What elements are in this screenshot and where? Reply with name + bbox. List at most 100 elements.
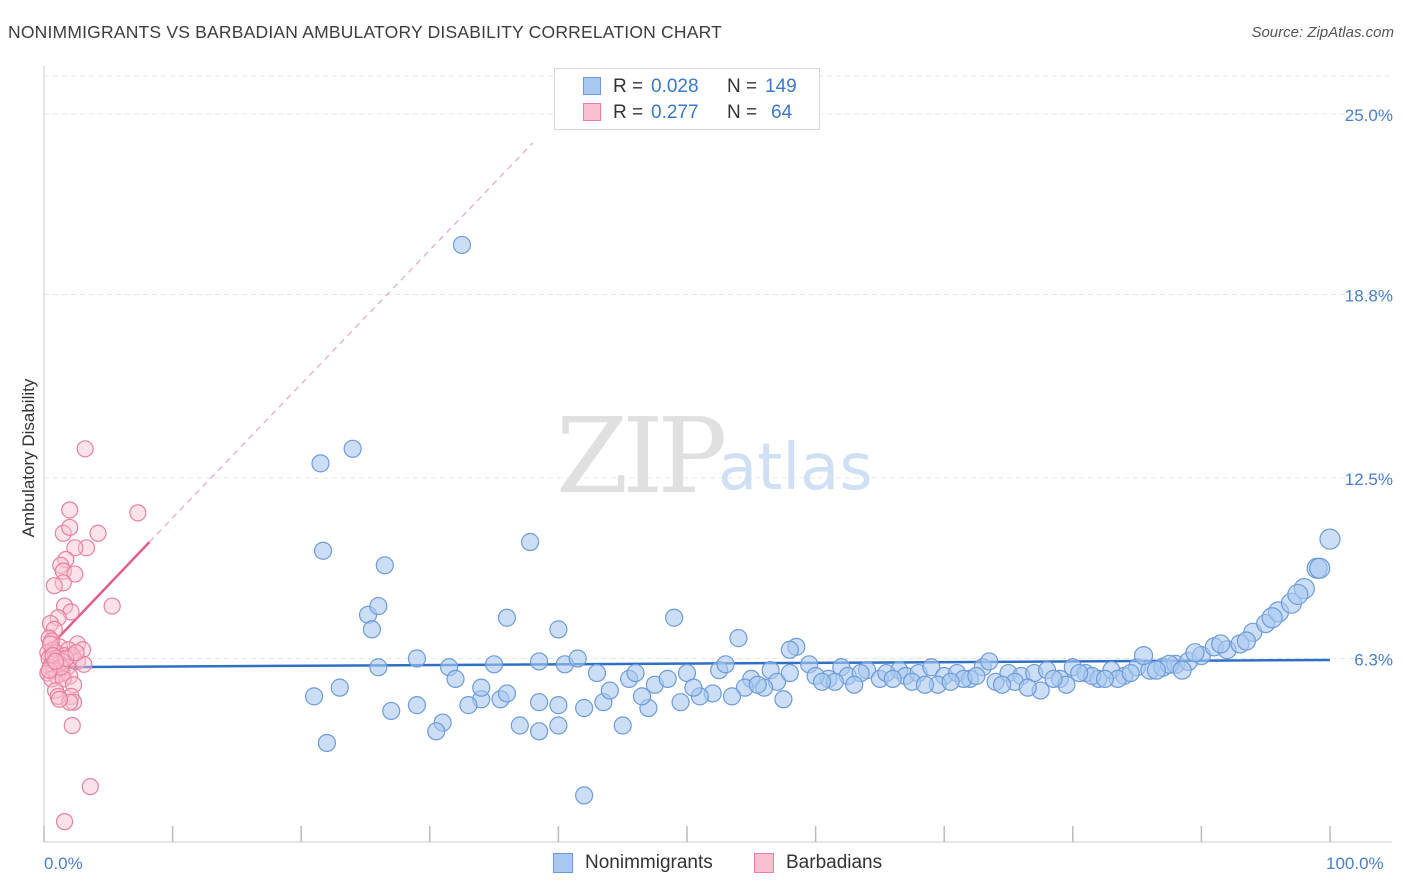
data-point-nonimmigrants — [369, 596, 388, 616]
data-point-nonimmigrants — [684, 678, 703, 697]
data-point-nonimmigrants — [530, 693, 549, 712]
data-point-nonimmigrants — [722, 687, 742, 706]
data-point-barbadians — [45, 577, 63, 595]
data-point-nonimmigrants — [1070, 663, 1089, 683]
data-point-nonimmigrants — [1319, 528, 1341, 550]
data-point-barbadians — [61, 518, 79, 537]
data-point-nonimmigrants — [407, 696, 427, 715]
chart-title: NONIMMIGRANTS VS BARBADIAN AMBULATORY DI… — [8, 22, 722, 42]
data-point-nonimmigrants — [343, 439, 362, 458]
data-point-barbadians — [61, 501, 79, 519]
data-point-nonimmigrants — [549, 716, 568, 735]
data-point-nonimmigrants — [658, 669, 677, 688]
data-point-barbadians — [55, 813, 74, 831]
legend-r-label: R = — [613, 76, 644, 97]
source-label: Source: ZipAtlas.com — [1251, 24, 1394, 41]
data-point-nonimmigrants — [485, 655, 504, 674]
data-point-barbadians — [63, 716, 81, 735]
data-point-nonimmigrants — [915, 675, 935, 694]
data-point-nonimmigrants — [510, 716, 529, 735]
legend-swatch-blue — [583, 77, 601, 95]
data-point-nonimmigrants — [446, 669, 465, 688]
data-point-nonimmigrants — [780, 663, 799, 683]
data-point-nonimmigrants — [1287, 583, 1309, 606]
y-tick-label: 12.5% — [1345, 470, 1393, 489]
data-point-nonimmigrants — [1018, 678, 1037, 697]
legend-n-label: N = — [727, 102, 758, 123]
data-point-nonimmigrants — [459, 696, 478, 715]
trend-line-barbadians-extended — [149, 142, 534, 543]
data-point-nonimmigrants — [1133, 645, 1154, 666]
data-point-nonimmigrants — [575, 698, 594, 718]
data-point-barbadians — [66, 539, 84, 557]
data-point-barbadians — [57, 649, 75, 668]
data-point-nonimmigrants — [497, 608, 517, 627]
legend-swatch-pink — [754, 853, 774, 873]
legend-r-label: R = — [613, 102, 644, 123]
data-point-barbadians — [64, 693, 83, 711]
data-point-nonimmigrants — [1236, 631, 1257, 651]
legend-swatch-blue — [553, 853, 573, 873]
trend-line-barbadians — [43, 541, 151, 654]
data-point-nonimmigrants — [530, 652, 549, 671]
data-point-nonimmigrants — [317, 733, 337, 753]
data-point-nonimmigrants — [780, 640, 799, 659]
data-point-nonimmigrants — [941, 672, 960, 691]
data-point-nonimmigrants — [375, 556, 394, 575]
y-tick-label: 18.8% — [1345, 286, 1393, 305]
stats-legend: R = 0.028 N = 149 R = 0.277 N = 64 — [554, 68, 820, 130]
data-point-nonimmigrants — [812, 672, 832, 691]
data-point-nonimmigrants — [729, 629, 748, 648]
data-point-nonimmigrants — [845, 675, 864, 694]
data-point-nonimmigrants — [530, 722, 549, 741]
data-point-nonimmigrants — [1095, 669, 1115, 688]
y-tick-labels: 6.3% 12.5% 18.8% 25.0% — [1345, 106, 1393, 670]
data-point-nonimmigrants — [452, 235, 472, 255]
data-point-nonimmigrants — [311, 454, 330, 473]
data-point-nonimmigrants — [716, 655, 735, 674]
legend-label: Nonimmigrants — [585, 852, 713, 873]
grid-lines — [44, 75, 1392, 660]
data-point-nonimmigrants — [472, 678, 491, 697]
data-point-nonimmigrants — [671, 693, 690, 712]
data-point-nonimmigrants — [575, 786, 594, 805]
y-tick-label: 25.0% — [1345, 106, 1393, 125]
data-point-nonimmigrants — [774, 690, 793, 709]
data-points — [39, 235, 1341, 831]
watermark-atlas: atlas — [718, 431, 873, 505]
data-point-barbadians — [54, 524, 72, 542]
legend-r-value: 0.277 — [651, 102, 699, 123]
legend-n-value: 64 — [771, 102, 793, 123]
data-point-nonimmigrants — [1172, 660, 1192, 680]
data-point-nonimmigrants — [1309, 557, 1331, 579]
data-point-barbadians — [76, 440, 94, 458]
data-point-nonimmigrants — [1185, 643, 1205, 663]
trend-lines — [43, 142, 1331, 669]
data-point-barbadians — [129, 504, 147, 522]
data-point-barbadians — [50, 690, 69, 708]
data-point-barbadians — [66, 565, 84, 583]
x-tick-label-max: 100.0% — [1326, 854, 1384, 873]
data-point-nonimmigrants — [304, 687, 324, 706]
data-point-nonimmigrants — [382, 701, 401, 721]
legend-swatch-pink — [583, 103, 601, 121]
data-point-nonimmigrants — [922, 658, 941, 677]
data-point-nonimmigrants — [330, 678, 349, 697]
data-point-nonimmigrants — [407, 649, 427, 668]
data-point-nonimmigrants — [992, 675, 1012, 694]
data-point-barbadians — [103, 597, 121, 615]
data-point-nonimmigrants — [549, 696, 568, 715]
data-point-nonimmigrants — [568, 649, 587, 668]
y-axis-label: Ambulatory Disability — [19, 378, 38, 537]
data-point-nonimmigrants — [748, 675, 767, 694]
data-point-barbadians — [89, 524, 107, 542]
data-point-nonimmigrants — [665, 608, 684, 627]
y-tick-label: 6.3% — [1354, 651, 1393, 670]
data-point-nonimmigrants — [980, 652, 999, 671]
data-point-nonimmigrants — [1121, 663, 1140, 683]
data-point-barbadians — [46, 652, 65, 671]
data-point-nonimmigrants — [1146, 660, 1166, 680]
data-point-nonimmigrants — [883, 669, 902, 688]
legend-r-value: 0.028 — [651, 76, 699, 97]
